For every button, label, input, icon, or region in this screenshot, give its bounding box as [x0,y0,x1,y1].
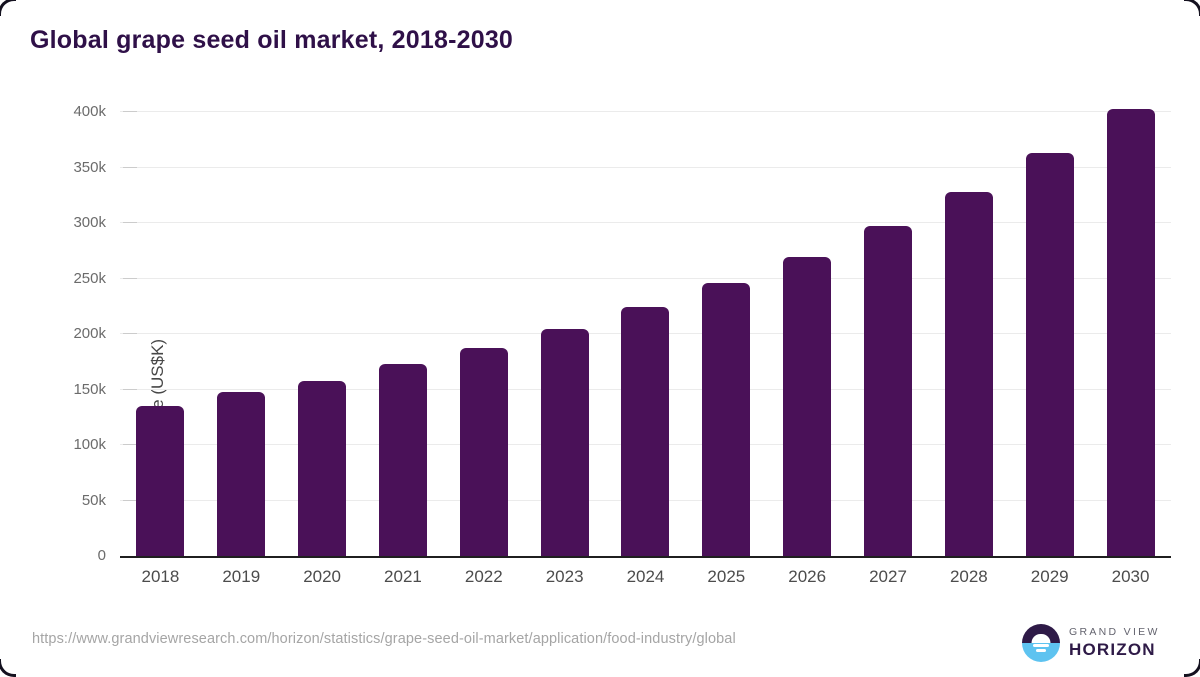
y-tick-label: 350k [73,158,106,176]
frame-corner [0,0,16,16]
x-tick-label-2025: 2025 [707,567,746,586]
logo-product-name: HORIZON [1069,640,1156,659]
frame-corner [1184,659,1200,677]
x-tick-label-2027: 2027 [869,567,907,586]
gridline [120,222,1171,224]
bar-band [443,90,524,556]
bar-2018 [136,406,185,556]
bar-band [1090,90,1171,556]
bar-band [767,90,848,556]
x-tick-label-2018: 2018 [141,567,180,586]
logo-circle-bottom [1022,643,1060,662]
bar-band [201,90,282,556]
x-tick-label-2029: 2029 [1030,567,1069,586]
logo-reflection-dash [1033,644,1049,648]
bar-band [928,90,1009,556]
x-tick-label-2028: 2028 [949,567,988,586]
gridline [120,166,1171,168]
bar-band [363,90,444,556]
bar-band [120,90,201,556]
y-tick-mark [123,277,137,279]
logo-reflection-dash [1036,649,1046,652]
y-tick-label: 50k [81,491,106,509]
y-tick-label: 300k [73,214,106,232]
y-tick-label: 400k [73,103,106,121]
x-tick-label-2021: 2021 [384,567,422,586]
bar-band [605,90,686,556]
x-tick-label-2026: 2026 [788,567,827,586]
y-tick-mark [123,388,137,390]
logo-text: GRAND VIEW HORIZON [1069,626,1160,660]
bar-band [848,90,929,556]
y-tick-mark [123,333,137,335]
x-tick-label-2019: 2019 [222,567,261,586]
grand-view-horizon-logo: GRAND VIEW HORIZON [1022,624,1160,662]
logo-sun-dome [1031,633,1051,643]
bar-2019 [217,391,266,556]
bar-2022 [459,347,508,556]
frame-corner [1184,0,1200,16]
y-tick-mark [123,166,137,168]
y-tick-mark [123,111,137,113]
x-tick-label-2020: 2020 [303,567,342,586]
y-tick-mark [123,444,137,446]
bar-2024 [621,306,670,556]
bar-2025 [702,283,751,556]
logo-brand-name: GRAND VIEW [1069,626,1160,638]
bar-2029 [1025,153,1074,556]
x-tick-label-2022: 2022 [464,567,503,586]
bar-series [120,90,1171,556]
y-tick-mark [123,222,137,224]
y-tick-label: 250k [73,269,106,287]
bar-band [524,90,605,556]
source-url: https://www.grandviewresearch.com/horizo… [32,631,736,647]
y-tick-label: 0 [97,547,106,564]
x-tick-label-2030: 2030 [1111,567,1150,586]
gridline [120,277,1171,279]
horizon-sun-icon [1022,624,1060,662]
bar-2020 [298,380,347,556]
x-tick-label-2024: 2024 [626,567,665,586]
bar-2026 [783,256,832,556]
frame-corner [0,659,16,677]
bar-2028 [944,192,993,556]
plot-area: Market Size (US$K) 050k100k150k200k250k3… [73,90,1171,563]
bar-2030 [1106,109,1155,556]
bar-band [282,90,363,556]
y-tick-label: 100k [73,436,106,454]
x-axis-tick-labels: 2018 2019 2020 2021 2022 2023 2024 2025 2026 2027… [120,567,1171,587]
bar-band [686,90,767,556]
y-tick-mark [123,499,137,501]
gridline [120,111,1171,113]
bar-2027 [864,225,913,556]
bar-band [1009,90,1090,556]
y-tick-label: 200k [73,325,106,343]
x-tick-label-2023: 2023 [545,567,584,586]
bar-2021 [378,364,427,556]
chart-title: Global grape seed oil market, 2018-2030 [30,26,514,54]
y-tick-label: 150k [73,380,106,398]
bar-2023 [540,328,589,556]
